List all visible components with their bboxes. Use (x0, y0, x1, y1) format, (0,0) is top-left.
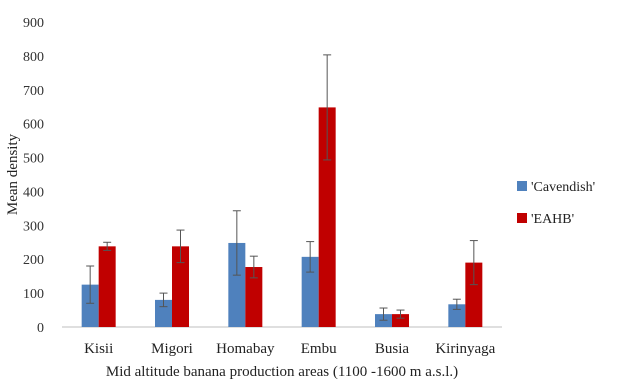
bar (172, 246, 189, 327)
y-tick-label: 600 (23, 118, 44, 133)
x-axis-title: Mid altitude banana production areas (11… (106, 364, 458, 380)
bar (465, 262, 483, 327)
legend-label: 'EAHB' (531, 212, 574, 227)
y-axis-ticks: 0 100 200 300 400 500 600 700 800 900 (23, 16, 44, 336)
bar (301, 256, 319, 327)
x-category-label: Kirinyaga (435, 341, 495, 357)
bar (228, 242, 246, 327)
legend-swatch (517, 213, 527, 223)
y-tick-label: 300 (23, 219, 44, 234)
legend-swatch (517, 181, 527, 191)
x-category-label: Busia (375, 341, 410, 357)
y-tick-label: 200 (23, 253, 44, 268)
bars (81, 54, 483, 328)
y-tick-label: 700 (23, 84, 44, 99)
x-category-label: Homabay (216, 341, 275, 357)
y-tick-label: 900 (23, 16, 44, 31)
bar (98, 246, 116, 327)
legend-label: 'Cavendish' (531, 180, 595, 195)
bar (392, 314, 409, 327)
y-tick-label: 100 (23, 287, 44, 302)
y-tick-label: 0 (37, 321, 44, 336)
x-category-label: Embu (301, 341, 337, 357)
bar (155, 299, 172, 327)
bar (81, 284, 99, 327)
y-tick-label: 800 (23, 50, 44, 65)
x-category-label: Kisii (84, 341, 113, 357)
legend: 'Cavendish' 'EAHB' (517, 180, 595, 227)
x-axis-categories: Kisii Migori Homabay Embu Busia Kirinyaga (84, 341, 496, 357)
y-tick-label: 400 (23, 185, 44, 200)
x-category-label: Migori (151, 341, 193, 357)
y-axis-title: Mean density (5, 133, 21, 215)
bar (245, 267, 263, 327)
bar (448, 304, 466, 327)
y-tick-label: 500 (23, 152, 44, 167)
bar (318, 107, 336, 328)
